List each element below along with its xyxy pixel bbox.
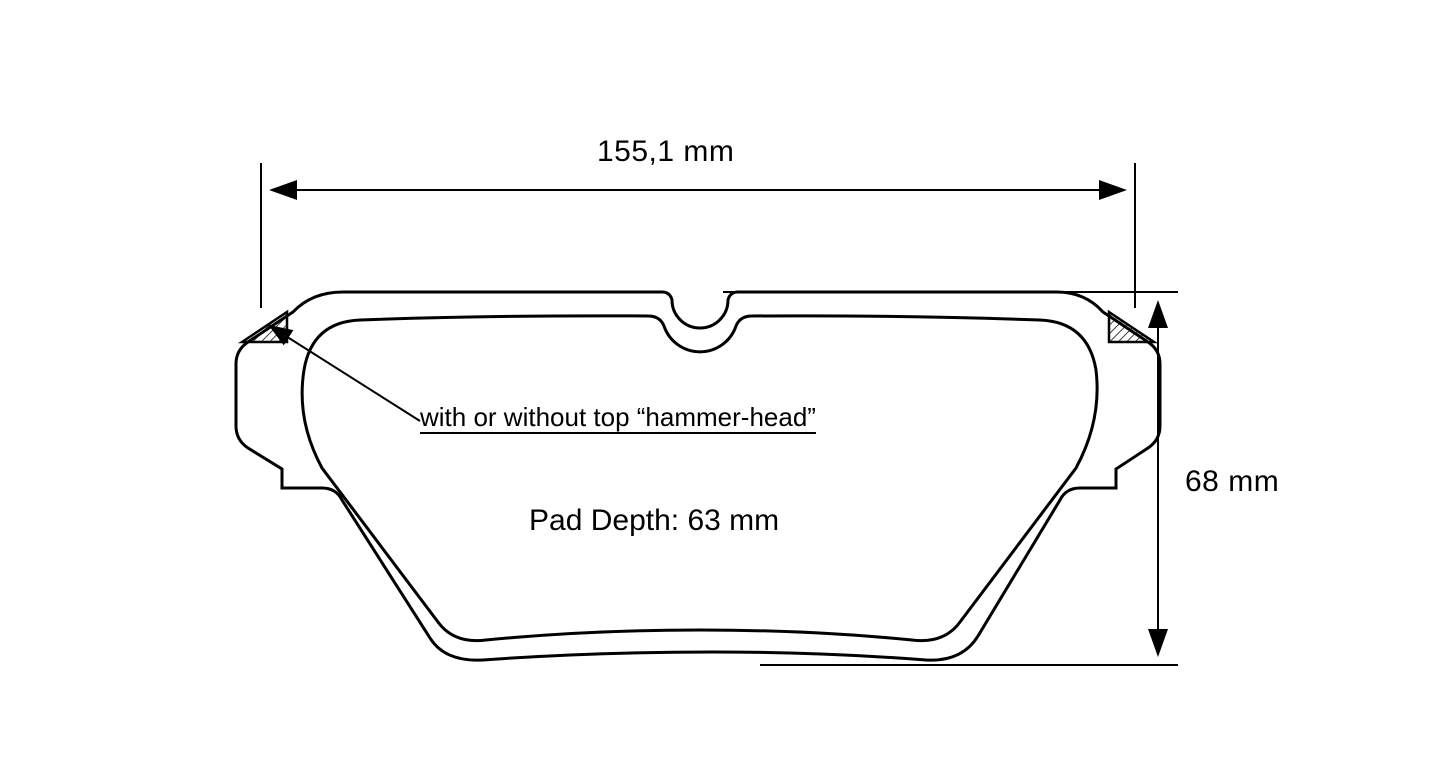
height-label: 68 mm: [1185, 465, 1279, 499]
hammer-head-right: [1109, 312, 1154, 342]
pad-outer-outline: [236, 292, 1160, 660]
note-label: with or without top “hammer-head”: [420, 402, 816, 433]
width-label: 155,1 mm: [597, 135, 734, 169]
hammer-head-left: [242, 312, 287, 342]
technical-drawing: [0, 0, 1445, 778]
pad-inner-outline: [302, 316, 1097, 641]
depth-label: Pad Depth: 63 mm: [529, 504, 779, 538]
leader-arrow: [270, 326, 420, 421]
